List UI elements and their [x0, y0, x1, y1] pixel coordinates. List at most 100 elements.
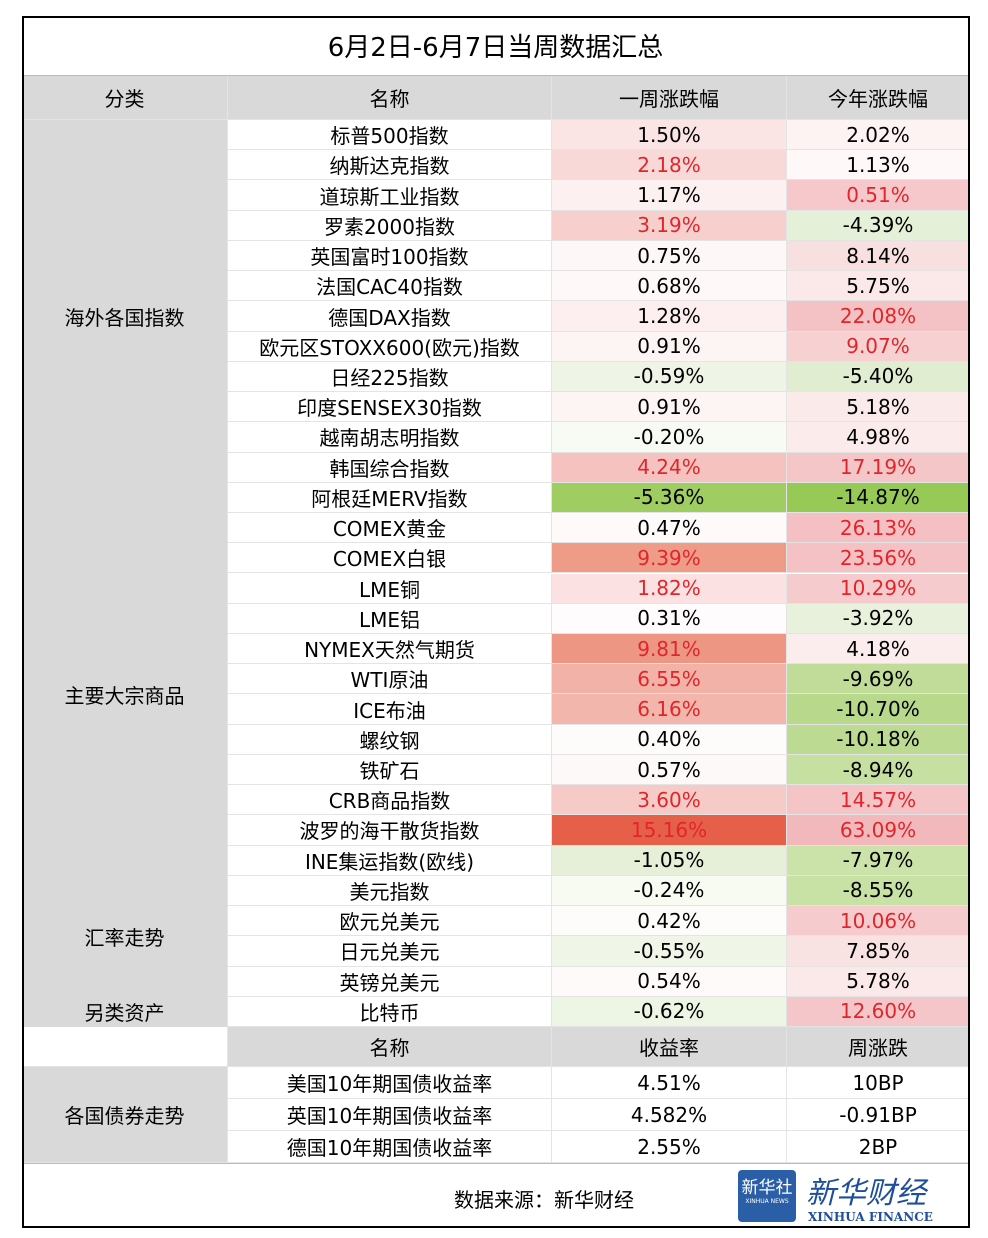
year-change: -7.97%: [787, 845, 970, 876]
bond-name: 英国10年期国债收益率: [228, 1099, 552, 1131]
year-change: 17.19%: [787, 452, 970, 483]
row-name: WTI原油: [228, 664, 552, 695]
year-change: 5.78%: [787, 966, 970, 997]
bond-header-cell: 名称: [228, 1027, 552, 1067]
row-name: 越南胡志明指数: [228, 422, 552, 453]
year-change: 26.13%: [787, 513, 970, 544]
year-change: -10.18%: [787, 724, 970, 755]
year-change: 5.75%: [787, 271, 970, 302]
header-cell: 分类: [22, 76, 228, 120]
week-change: -1.05%: [552, 845, 787, 876]
week-change: 4.24%: [552, 452, 787, 483]
bond-change: 10BP: [787, 1067, 970, 1099]
week-change: 0.75%: [552, 240, 787, 272]
year-change: -8.94%: [787, 754, 970, 786]
row-name: 道琼斯工业指数: [228, 180, 552, 211]
row-name: LME铝: [228, 603, 552, 634]
week-change: 0.57%: [552, 754, 787, 786]
week-change: 1.17%: [552, 180, 787, 211]
row-name: 欧元区STOXX600(欧元)指数: [228, 331, 552, 362]
row-name: NYMEX天然气期货: [228, 633, 552, 665]
year-change: -14.87%: [787, 482, 970, 514]
blank: [22, 1027, 228, 1067]
row-name: COMEX白银: [228, 543, 552, 574]
row-name: 阿根廷MERV指数: [228, 482, 552, 514]
year-change: 1.13%: [787, 150, 970, 181]
week-change: 1.50%: [552, 120, 787, 151]
brand-en: XINHUA FINANCE: [808, 1210, 933, 1224]
year-change: -4.39%: [787, 210, 970, 241]
year-change: -8.55%: [787, 875, 970, 907]
footer: 数据来源：新华财经 新华社 XINHUA NEWS 新华财经 XINHUA FI…: [22, 1163, 970, 1228]
week-change: 0.47%: [552, 513, 787, 544]
week-change: -0.59%: [552, 361, 787, 393]
week-change: 3.60%: [552, 785, 787, 816]
year-change: 12.60%: [787, 996, 970, 1027]
week-change: 0.68%: [552, 271, 787, 302]
year-change: 8.14%: [787, 240, 970, 272]
year-change: -9.69%: [787, 664, 970, 695]
category: 另类资产: [22, 996, 228, 1027]
logo-en: XINHUA NEWS: [745, 1198, 789, 1205]
week-change: 0.31%: [552, 603, 787, 634]
week-change: -0.55%: [552, 936, 787, 967]
week-change: 9.81%: [552, 633, 787, 665]
week-change: 2.18%: [552, 150, 787, 181]
week-change: 0.91%: [552, 331, 787, 362]
year-change: 10.29%: [787, 573, 970, 604]
year-change: 63.09%: [787, 815, 970, 846]
week-change: -0.62%: [552, 996, 787, 1027]
year-change: 9.07%: [787, 331, 970, 362]
row-name: 法国CAC40指数: [228, 271, 552, 302]
row-name: 欧元兑美元: [228, 906, 552, 937]
row-name: 罗素2000指数: [228, 210, 552, 241]
logo-cn: 新华社: [741, 1178, 793, 1198]
week-change: -0.24%: [552, 875, 787, 907]
year-change: 4.98%: [787, 422, 970, 453]
header-cell: 一周涨跌幅: [552, 76, 787, 120]
bond-header-cell: 周涨跌: [787, 1027, 970, 1067]
row-name: 标普500指数: [228, 120, 552, 151]
year-change: 14.57%: [787, 785, 970, 816]
bond-name: 美国10年期国债收益率: [228, 1067, 552, 1099]
row-name: ICE布油: [228, 694, 552, 725]
source: 数据来源：新华财经: [454, 1188, 634, 1212]
row-name: COMEX黄金: [228, 513, 552, 544]
bond-header-cell: 收益率: [552, 1027, 787, 1067]
bond-change: -0.91BP: [787, 1099, 970, 1131]
header-cell: 今年涨跌幅: [787, 76, 970, 120]
row-name: 日元兑美元: [228, 936, 552, 967]
week-change: 1.82%: [552, 573, 787, 604]
year-change: 22.08%: [787, 301, 970, 332]
week-change: 15.16%: [552, 815, 787, 846]
year-change: 2.02%: [787, 120, 970, 151]
year-change: 10.06%: [787, 906, 970, 937]
category: 汇率走势: [22, 875, 228, 997]
week-change: -0.20%: [552, 422, 787, 453]
year-change: 23.56%: [787, 543, 970, 574]
week-change: -5.36%: [552, 482, 787, 514]
row-name: 日经225指数: [228, 361, 552, 393]
row-name: 英国富时100指数: [228, 240, 552, 272]
row-name: 螺纹钢: [228, 724, 552, 755]
brand-cn: 新华财经: [806, 1176, 926, 1211]
week-change: 9.39%: [552, 543, 787, 574]
week-change: 0.91%: [552, 392, 787, 423]
row-name: 德国DAX指数: [228, 301, 552, 332]
row-name: 英镑兑美元: [228, 966, 552, 997]
week-change: 3.19%: [552, 210, 787, 241]
bond-name: 德国10年期国债收益率: [228, 1131, 552, 1163]
row-name: LME铜: [228, 573, 552, 604]
category: 海外各国指数: [22, 120, 228, 514]
row-name: 铁矿石: [228, 754, 552, 786]
week-change: 1.28%: [552, 301, 787, 332]
year-change: -10.70%: [787, 694, 970, 725]
row-name: 韩国综合指数: [228, 452, 552, 483]
bond-yield: 2.55%: [552, 1131, 787, 1163]
row-name: 印度SENSEX30指数: [228, 392, 552, 423]
bond-category: 各国债券走势: [22, 1067, 228, 1163]
title: 6月2日-6月7日当周数据汇总: [22, 16, 970, 76]
year-change: -5.40%: [787, 361, 970, 393]
row-name: 波罗的海干散货指数: [228, 815, 552, 846]
